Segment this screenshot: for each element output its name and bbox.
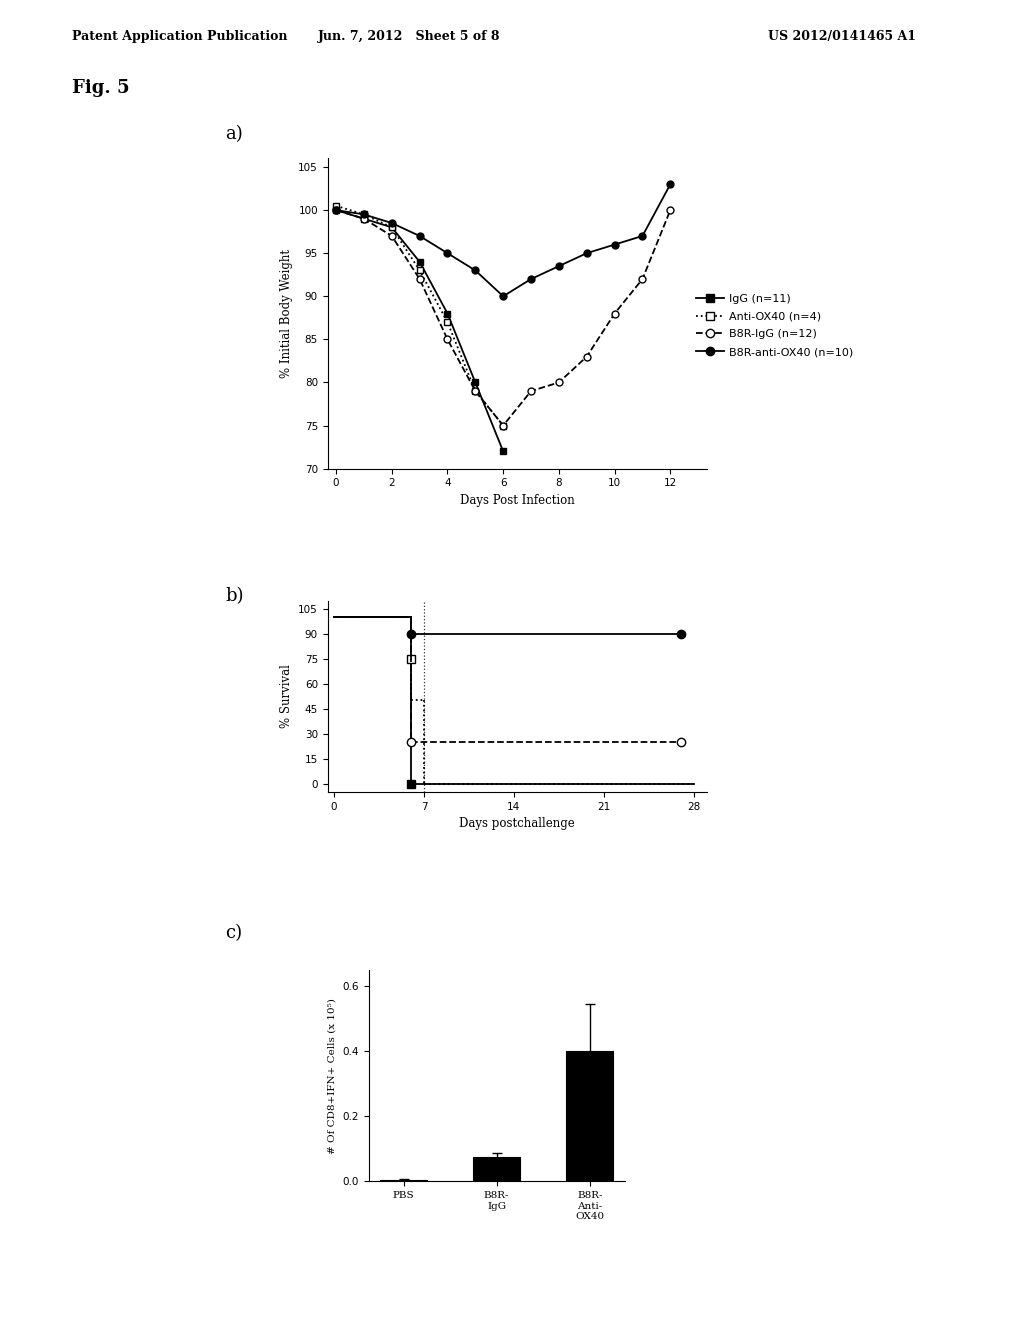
Bar	[566, 1052, 613, 1181]
Text: b): b)	[225, 587, 244, 606]
Text: c): c)	[225, 924, 243, 942]
Text: Fig. 5: Fig. 5	[72, 79, 129, 98]
Text: a): a)	[225, 125, 243, 144]
Y-axis label: # Of CD8+IFN+ Cells (x 10⁵): # Of CD8+IFN+ Cells (x 10⁵)	[328, 998, 337, 1154]
Y-axis label: % Survival: % Survival	[280, 664, 293, 729]
Bar	[473, 1158, 520, 1181]
Text: Jun. 7, 2012   Sheet 5 of 8: Jun. 7, 2012 Sheet 5 of 8	[318, 30, 501, 44]
Text: Patent Application Publication: Patent Application Publication	[72, 30, 287, 44]
Legend: IgG (n=11), Anti-OX40 (n=4), B8R-IgG (n=12), B8R-anti-OX40 (n=10): IgG (n=11), Anti-OX40 (n=4), B8R-IgG (n=…	[691, 289, 858, 362]
Text: US 2012/0141465 A1: US 2012/0141465 A1	[768, 30, 916, 44]
Y-axis label: % Initial Body Weight: % Initial Body Weight	[280, 249, 293, 378]
X-axis label: Days postchallenge: Days postchallenge	[459, 817, 575, 830]
X-axis label: Days Post Infection: Days Post Infection	[460, 494, 574, 507]
